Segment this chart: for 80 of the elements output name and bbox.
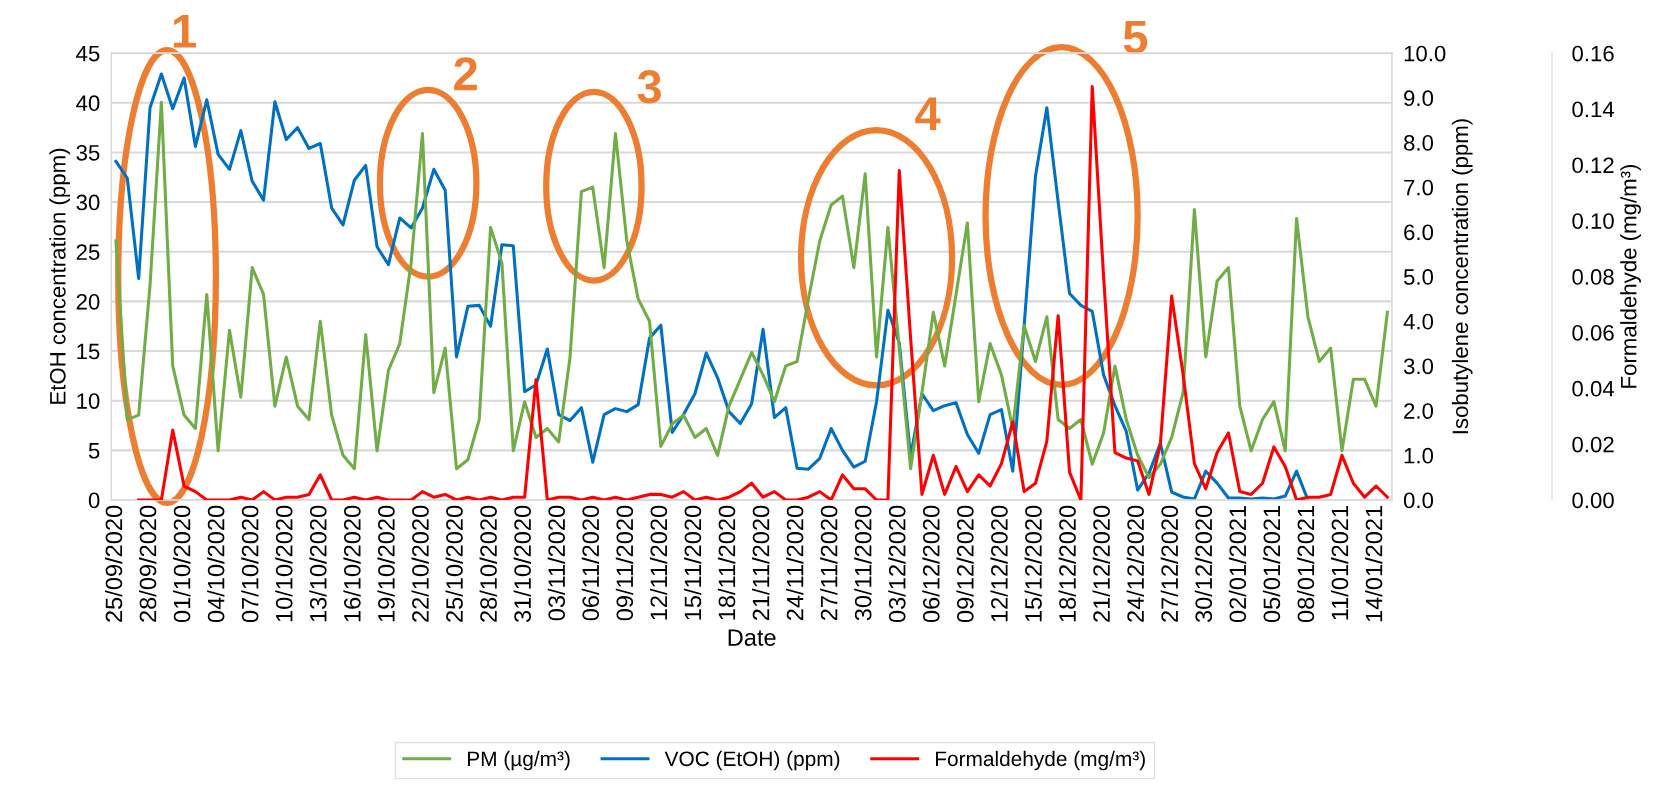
x-tick-label: 28/10/2020: [479, 505, 497, 622]
y-tick-label: 10: [77, 393, 100, 409]
x-tick-label: 18/12/2020: [1058, 505, 1076, 622]
x-tick-label: 15/12/2020: [1024, 505, 1042, 622]
annotation: 2: [454, 57, 477, 91]
y3-tick-label: 0.12: [1572, 157, 1614, 174]
x-tick-label: 18/11/2020: [717, 505, 736, 620]
y3-tick-label: 0.10: [1572, 213, 1614, 229]
legend-label: PM (µg/m³): [468, 750, 570, 771]
x-tick-label: 13/10/2020: [309, 505, 327, 622]
x-tick-label: 16/10/2020: [343, 505, 361, 622]
y-axis-title: EtOH concentration (ppm): [49, 148, 71, 404]
annotation: 4: [915, 97, 941, 130]
y3-tick-label: 0.04: [1572, 380, 1615, 397]
x-tick-label: 14/01/2021: [1365, 505, 1383, 622]
x-tick-label: 24/11/2020: [786, 505, 804, 621]
y-tick-label: 5: [88, 443, 100, 459]
x-tick-label: 25/10/2020: [445, 505, 463, 622]
y3-tick-label: 0.00: [1572, 492, 1614, 509]
x-tick-label: 12/12/2020: [990, 505, 1008, 622]
x-tick-label: 12/11/2020: [649, 505, 668, 620]
x-tick-label: 03/12/2020: [888, 505, 906, 623]
x-tick-label: 07/10/2020: [241, 505, 259, 623]
x-tick-label: 11/01/2021: [1330, 505, 1349, 620]
y2-tick-label: 0.0: [1403, 492, 1434, 509]
x-tick-label: 24/12/2020: [1126, 505, 1144, 622]
x-tick-label: 21/11/2020: [752, 505, 770, 621]
y3-tick-label: 0.14: [1572, 101, 1615, 118]
x-tick-label: 15/11/2020: [683, 505, 702, 620]
y-tick-label: 45: [76, 45, 100, 62]
annotation: 3: [637, 70, 661, 104]
x-tick-label: 02/01/2021: [1228, 505, 1247, 623]
text: 1: [173, 14, 196, 48]
y2-tick-label: 6.0: [1404, 224, 1434, 241]
y3-tick-label: 0.08: [1572, 269, 1614, 285]
x-tick-label: 27/11/2020: [820, 505, 838, 621]
x-tick-label: 27/12/2020: [1160, 505, 1179, 622]
y-tick-label: 40: [76, 95, 100, 112]
x-tick-label: 03/11/2020: [547, 505, 566, 621]
y2-tick-label: 2.0: [1404, 403, 1434, 419]
x-tick-label: 19/10/2020: [377, 505, 395, 622]
y-tick-label: 35: [76, 144, 100, 161]
x-tick-label: 09/11/2020: [615, 505, 634, 621]
x-tick-label: 28/09/2020: [139, 505, 157, 622]
x-tick-label: 08/01/2021: [1296, 505, 1315, 623]
legend-label: VOC (EtOH) (ppm): [664, 750, 840, 771]
y2-tick-label: 7.0: [1404, 179, 1434, 196]
y2-axis-title: Isobutylene concentration (ppm): [1451, 119, 1473, 434]
x-tick-label: 31/10/2020: [513, 505, 531, 623]
y2-tick-label: 4.0: [1403, 313, 1434, 330]
x-tick-label: 10/10/2020: [275, 505, 293, 622]
y2-tick-label: 1.0: [1404, 447, 1434, 464]
y-tick-label: 15: [77, 343, 100, 360]
x-tick-label: 30/11/2020: [854, 505, 872, 621]
x-tick-label: 06/12/2020: [922, 505, 940, 623]
y-tick-label: 0: [88, 492, 100, 509]
y3-axis-title: Formaldehyde (mg/m³): [1620, 164, 1641, 388]
x-tick-label: 04/10/2020: [207, 505, 225, 623]
x-tick-label: 21/12/2020: [1092, 505, 1110, 622]
x-tick-label: 09/12/2020: [956, 505, 974, 623]
y-tick-label: 30: [76, 194, 100, 211]
y3-tick-label: 0.06: [1572, 324, 1614, 341]
y3-tick-label: 0.02: [1572, 436, 1614, 453]
x-tick-label: 25/09/2020: [104, 505, 123, 622]
x-tick-label: 05/01/2021: [1262, 505, 1281, 623]
y-tick-label: 25: [76, 244, 100, 260]
x-tick-label: 06/11/2020: [581, 505, 600, 621]
x-tick-label: 30/12/2020: [1194, 505, 1213, 623]
y3-tick-label: 0.16: [1572, 45, 1614, 62]
y2-tick-label: 10.0: [1404, 45, 1446, 62]
x-tick-label: 01/10/2020: [173, 505, 191, 623]
y2-tick-label: 8.0: [1404, 135, 1434, 151]
y2-tick-label: 9.0: [1404, 90, 1434, 107]
y2-tick-label: 5.0: [1403, 269, 1434, 285]
annotation: 5: [1123, 20, 1148, 54]
y-tick-label: 20: [76, 293, 100, 310]
legend-label: Formaldehyde (mg/m³): [936, 750, 1145, 771]
x-tick-label: 22/10/2020: [411, 505, 429, 622]
x-axis-title: Date: [728, 629, 776, 646]
y2-tick-label: 3.0: [1403, 358, 1434, 375]
